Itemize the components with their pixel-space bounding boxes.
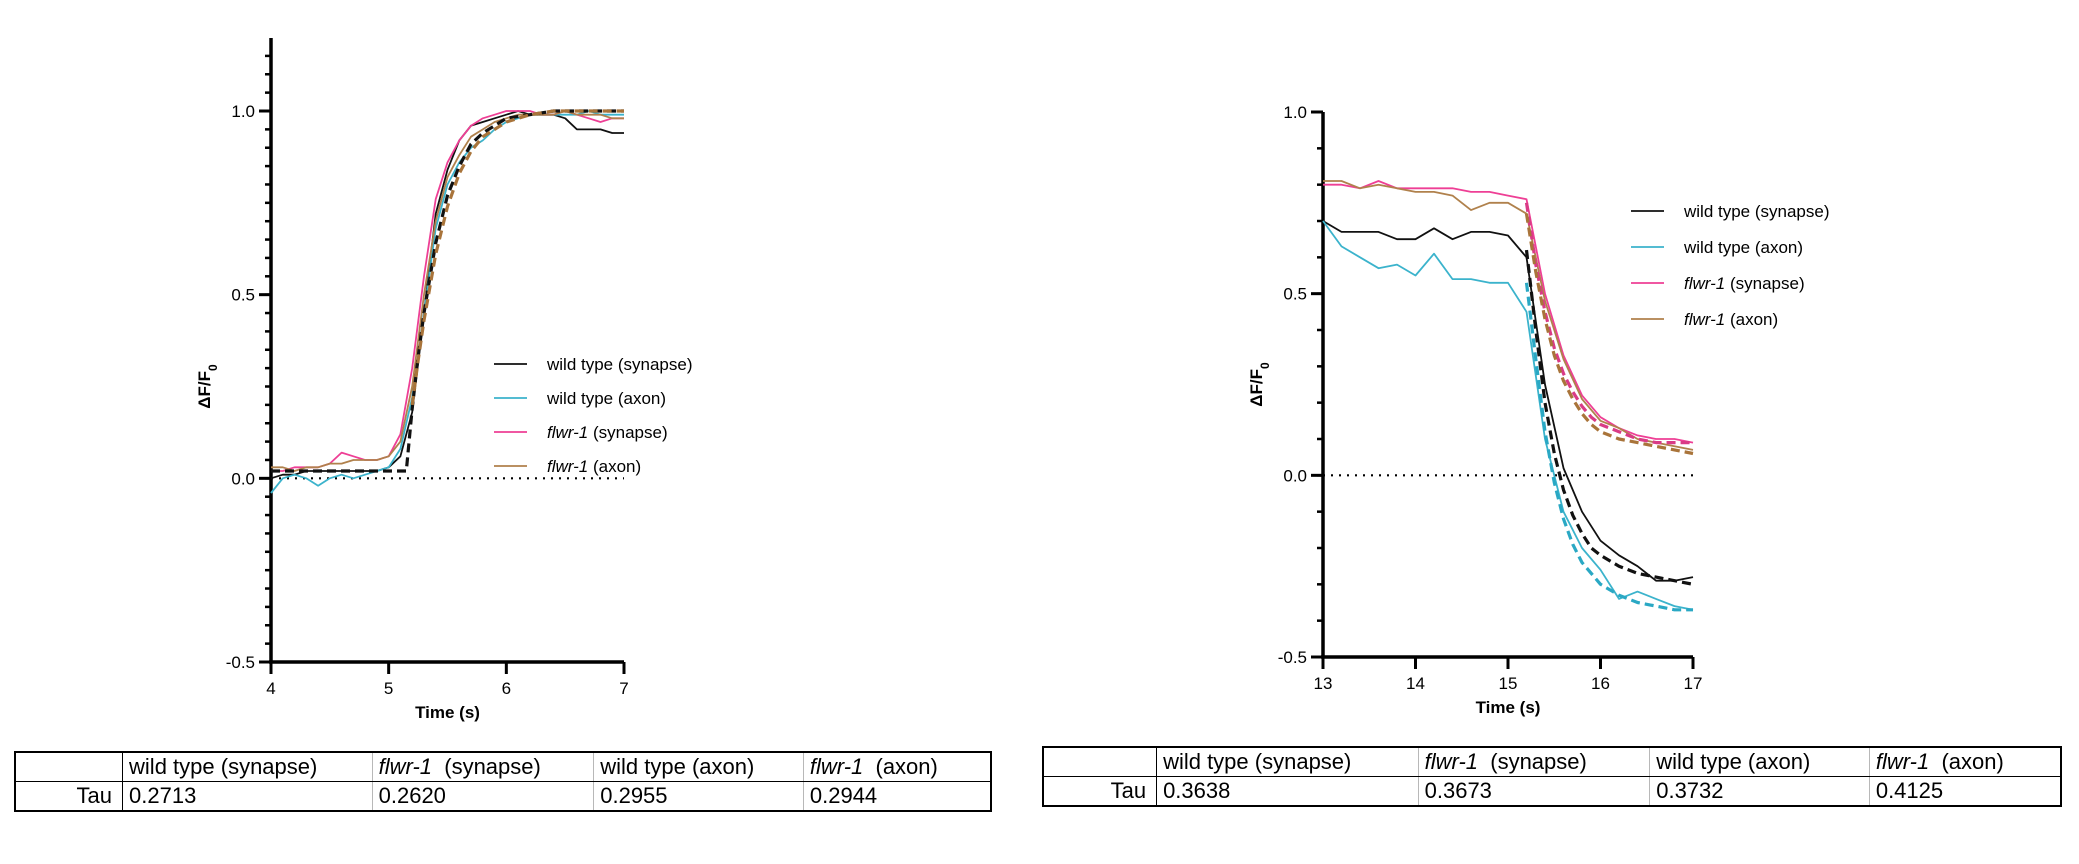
legend-label-part: (synapse) — [588, 423, 667, 442]
legend-label: wild type (axon) — [1683, 238, 1803, 257]
y-axis-title-subscript: 0 — [206, 364, 220, 371]
legend-label-part: (axon) — [588, 457, 641, 476]
table-header-cell: flwr-1 (axon) — [1868, 746, 2062, 777]
tau-table-right: wild type (synapse) flwr-1 (synapse) wil… — [1042, 746, 2062, 807]
header-text-part: flwr-1 — [809, 754, 864, 779]
x-tick-label: 15 — [1499, 674, 1518, 693]
fit-line-fit_flwr_syn — [1524, 202, 1693, 445]
y-tick-label: 0.0 — [1283, 466, 1307, 485]
legend-label: wild type (synapse) — [1683, 202, 1830, 221]
series-line-flwr_axon — [1323, 180, 1694, 451]
x-tick-label: 5 — [384, 679, 393, 698]
header-text-part: (axon) — [863, 754, 938, 779]
table-header-cell: wild type (synapse) — [1156, 746, 1419, 777]
legend-label-part: wild type (axon) — [1683, 238, 1803, 257]
x-tick-label: 14 — [1406, 674, 1425, 693]
header-text-part: (axon) — [1929, 749, 2004, 774]
legend-label-part: wild type (axon) — [546, 389, 666, 408]
header-text-part: wild type (synapse) — [1163, 749, 1352, 774]
legend-label: flwr-1 (synapse) — [547, 423, 668, 442]
series-line-flwr_synapse — [271, 110, 624, 472]
table-header-row: wild type (synapse) flwr-1 (synapse) wil… — [14, 751, 992, 782]
legend-label-part: flwr-1 — [547, 457, 588, 476]
legend-label-part: wild type (synapse) — [1683, 202, 1830, 221]
chart-left: -0.5 0.0 0.5 1.0 4 5 6 7 Time (s) ΔF/F0 wild type … — [195, 38, 693, 722]
y-tick-label: -0.5 — [226, 653, 255, 672]
series-line-flwr_synapse — [1323, 180, 1694, 444]
header-text-part: flwr-1 — [1875, 749, 1930, 774]
tau-table-left: wild type (synapse) flwr-1 (synapse) wil… — [14, 751, 992, 812]
table-row: Tau 0.2713 0.2620 0.2955 0.2944 — [14, 781, 992, 812]
y-tick-label: -0.5 — [1278, 648, 1307, 667]
table-value-cell: 0.3673 — [1417, 776, 1651, 807]
header-text-part: flwr-1 — [1424, 749, 1479, 774]
chart-right: -0.5 0.0 0.5 1.0 13 14 15 16 17 Time (s) ΔF/F0 wild… — [1247, 103, 1830, 717]
x-tick-label: 4 — [266, 679, 275, 698]
header-text-part: flwr-1 — [378, 754, 433, 779]
legend-label: flwr-1 (synapse) — [1684, 274, 1805, 293]
table-row-label: Tau — [14, 781, 124, 812]
x-tick-label: 13 — [1314, 674, 1333, 693]
table-header-cell: flwr-1 (synapse) — [1417, 746, 1651, 777]
table-value-cell: 0.3732 — [1649, 776, 1870, 807]
table-value-cell: 0.2620 — [371, 781, 595, 812]
table-row: Tau 0.3638 0.3673 0.3732 0.4125 — [1042, 776, 2062, 807]
legend-label: wild type (synapse) — [546, 355, 693, 374]
header-text-part: wild type (axon) — [1656, 749, 1811, 774]
table-value-cell: 0.3638 — [1156, 776, 1419, 807]
y-axis-title: ΔF/F0 — [1247, 362, 1272, 407]
table-header-cell: wild type (axon) — [1649, 746, 1870, 777]
x-tick-label: 7 — [619, 679, 628, 698]
header-text-part: (synapse) — [1478, 749, 1587, 774]
header-text-part: wild type (axon) — [600, 754, 755, 779]
legend-label: flwr-1 (axon) — [1684, 310, 1778, 329]
header-text-part: wild type (synapse) — [129, 754, 318, 779]
x-tick-label: 6 — [502, 679, 511, 698]
legend-label-part: flwr-1 — [547, 423, 588, 442]
table-header-row: wild type (synapse) flwr-1 (synapse) wil… — [1042, 746, 2062, 777]
table-value-cell: 0.2713 — [122, 781, 373, 812]
y-tick-label: 1.0 — [231, 102, 255, 121]
y-tick-label: 0.5 — [231, 286, 255, 305]
y-tick-label: 0.5 — [1283, 285, 1307, 304]
table-value-cell: 0.2944 — [802, 781, 992, 812]
fit-line-fit_flwr — [410, 109, 624, 406]
series-line-wt_axon — [270, 110, 624, 494]
legend-label-part: flwr-1 — [1684, 310, 1725, 329]
table-header-cell: flwr-1 (axon) — [802, 751, 992, 782]
table-corner-cell — [1042, 746, 1158, 777]
series-line-wt_axon — [1322, 220, 1694, 611]
legend-label: wild type (axon) — [546, 389, 666, 408]
table-header-cell: wild type (synapse) — [122, 751, 373, 782]
x-axis-title: Time (s) — [1476, 698, 1541, 717]
x-tick-label: 16 — [1591, 674, 1610, 693]
y-axis-title: ΔF/F0 — [195, 364, 220, 409]
y-tick-label: 0.0 — [231, 469, 255, 488]
header-text-part: (synapse) — [432, 754, 541, 779]
table-value-cell: 0.2955 — [593, 781, 804, 812]
table-header-cell: flwr-1 (synapse) — [371, 751, 595, 782]
legend-label-part: wild type (synapse) — [546, 355, 693, 374]
legend-label-part: (axon) — [1725, 310, 1778, 329]
legend-label-part: flwr-1 — [1684, 274, 1725, 293]
x-tick-label: 17 — [1684, 674, 1703, 693]
y-axis-title-subscript: 0 — [1258, 362, 1272, 369]
table-value-cell: 0.4125 — [1868, 776, 2062, 807]
table-corner-cell — [14, 751, 124, 782]
table-header-cell: wild type (axon) — [593, 751, 804, 782]
legend-label-part: (synapse) — [1725, 274, 1804, 293]
fit-line-fit_axon — [1524, 282, 1693, 612]
series-line-wt_synapse — [1322, 220, 1694, 582]
x-axis-title: Time (s) — [415, 703, 480, 722]
legend-label: flwr-1 (axon) — [547, 457, 641, 476]
fit-line-fit_wt — [1524, 249, 1694, 586]
fit-line-fit_flwr — [1524, 213, 1694, 456]
table-row-label: Tau — [1042, 776, 1158, 807]
y-tick-label: 1.0 — [1283, 103, 1307, 122]
